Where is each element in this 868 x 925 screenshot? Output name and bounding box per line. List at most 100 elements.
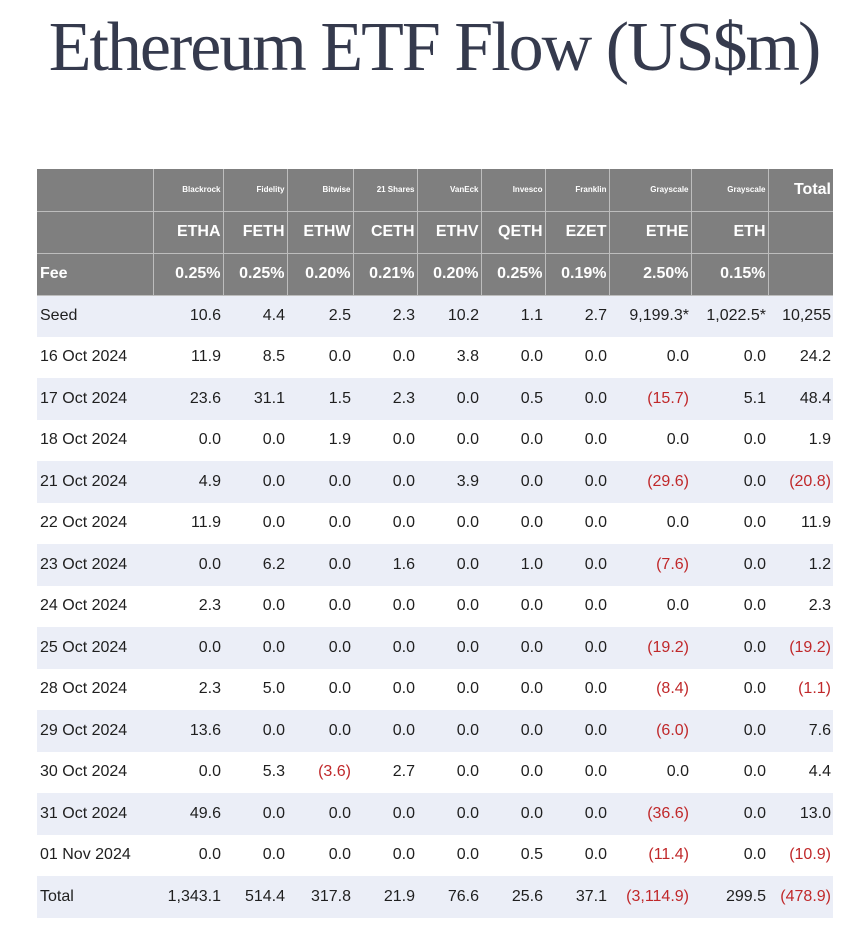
flow-cell: 0.0 bbox=[481, 793, 545, 835]
flow-cell: 0.0 bbox=[545, 544, 609, 586]
flow-cell: 0.0 bbox=[545, 834, 609, 876]
fee-value: 2.50% bbox=[609, 253, 692, 296]
flow-cell: 0.0 bbox=[223, 710, 287, 752]
flow-cell: (3,114.9) bbox=[609, 876, 691, 918]
flow-cell: 0.0 bbox=[287, 544, 353, 586]
flow-cell: 0.0 bbox=[223, 834, 287, 876]
flow-cell: 1.6 bbox=[353, 544, 417, 586]
flow-cell: 23.6 bbox=[153, 378, 223, 420]
flow-cell: 0.5 bbox=[481, 834, 545, 876]
row-date-label: 25 Oct 2024 bbox=[37, 627, 153, 669]
flow-cell: 0.0 bbox=[353, 710, 417, 752]
table-row: 22 Oct 2024 11.9 0.0 0.0 0.0 0.0 0.0 0.0 0.0 0.0 1… bbox=[37, 502, 833, 544]
flow-cell: (29.6) bbox=[609, 461, 691, 503]
flow-cell: 0.0 bbox=[417, 585, 481, 627]
row-total-cell: (10.9) bbox=[768, 834, 833, 876]
row-total-cell: 1.2 bbox=[768, 544, 833, 586]
table-row: 29 Oct 2024 13.6 0.0 0.0 0.0 0.0 0.0 0.0 (6.0) 0.… bbox=[37, 710, 833, 752]
row-total-cell: 10,255 bbox=[768, 295, 833, 337]
flow-cell: 0.0 bbox=[545, 627, 609, 669]
row-total-cell: 13.0 bbox=[768, 793, 833, 835]
flow-cell: 0.0 bbox=[353, 834, 417, 876]
table-row: 01 Nov 2024 0.0 0.0 0.0 0.0 0.0 0.5 0.0 (11.4) 0.… bbox=[37, 834, 833, 876]
flow-cell: 0.0 bbox=[481, 585, 545, 627]
fee-value: 0.19% bbox=[545, 253, 610, 296]
flow-cell: 0.0 bbox=[545, 502, 609, 544]
flow-cell: 1,022.5* bbox=[691, 295, 768, 337]
flow-cell: 0.5 bbox=[481, 378, 545, 420]
flow-cell: 1.0 bbox=[481, 544, 545, 586]
issuer-header: VanEck bbox=[417, 169, 482, 212]
flow-cell: (19.2) bbox=[609, 627, 691, 669]
flow-cell: 0.0 bbox=[287, 585, 353, 627]
flow-cell: 0.0 bbox=[417, 710, 481, 752]
fee-value: 0.25% bbox=[153, 253, 224, 296]
flow-cell: 0.0 bbox=[153, 627, 223, 669]
flow-cell: 0.0 bbox=[417, 793, 481, 835]
flow-cell: 0.0 bbox=[223, 585, 287, 627]
row-date-label: 01 Nov 2024 bbox=[37, 834, 153, 876]
ticker-header: EZET bbox=[545, 211, 610, 254]
row-total-cell: 7.6 bbox=[768, 710, 833, 752]
flow-cell: 0.0 bbox=[353, 336, 417, 378]
flow-cell: 0.0 bbox=[287, 336, 353, 378]
row-date-label: 23 Oct 2024 bbox=[37, 544, 153, 586]
table-row: 31 Oct 2024 49.6 0.0 0.0 0.0 0.0 0.0 0.0 (36.6) 0… bbox=[37, 793, 833, 835]
flow-cell: 11.9 bbox=[153, 336, 223, 378]
flow-cell: 0.0 bbox=[691, 710, 768, 752]
flow-cell: 0.0 bbox=[691, 793, 768, 835]
flow-cell: 0.0 bbox=[287, 668, 353, 710]
flow-cell: 10.2 bbox=[417, 295, 481, 337]
row-date-label: Seed bbox=[37, 295, 153, 337]
flow-cell: 0.0 bbox=[353, 793, 417, 835]
issuer-header-row: Blackrock Fidelity Bitwise 21 Shares Van… bbox=[37, 169, 833, 212]
row-total-cell: 1.9 bbox=[768, 419, 833, 461]
flow-cell: 514.4 bbox=[223, 876, 287, 918]
ticker-header: CETH bbox=[353, 211, 418, 254]
row-total-cell: (478.9) bbox=[768, 876, 833, 918]
flow-cell: 2.7 bbox=[353, 751, 417, 793]
flow-cell: 2.3 bbox=[153, 585, 223, 627]
flow-cell: 13.6 bbox=[153, 710, 223, 752]
flow-cell: 8.5 bbox=[223, 336, 287, 378]
flow-cell: 10.6 bbox=[153, 295, 223, 337]
flow-cell: 9,199.3* bbox=[609, 295, 691, 337]
flow-cell: 5.1 bbox=[691, 378, 768, 420]
flow-cell: 0.0 bbox=[353, 627, 417, 669]
flow-cell: 0.0 bbox=[287, 461, 353, 503]
ticker-corner-cell bbox=[37, 211, 154, 254]
flow-cell: 0.0 bbox=[353, 502, 417, 544]
flow-cell: 0.0 bbox=[417, 502, 481, 544]
flow-cell: 0.0 bbox=[223, 419, 287, 461]
fee-value: 0.21% bbox=[353, 253, 418, 296]
row-date-label: 17 Oct 2024 bbox=[37, 378, 153, 420]
ticker-header: ETHA bbox=[153, 211, 224, 254]
table-row: 21 Oct 2024 4.9 0.0 0.0 0.0 3.9 0.0 0.0 (29.6) 0.… bbox=[37, 461, 833, 503]
flow-cell: 0.0 bbox=[691, 585, 768, 627]
row-total-cell: (1.1) bbox=[768, 668, 833, 710]
row-total-cell: (19.2) bbox=[768, 627, 833, 669]
flow-cell: 0.0 bbox=[481, 710, 545, 752]
table-row: 28 Oct 2024 2.3 5.0 0.0 0.0 0.0 0.0 0.0 (8.4) 0.0… bbox=[37, 668, 833, 710]
table-row: 17 Oct 2024 23.6 31.1 1.5 2.3 0.0 0.5 0.0 (15.7)… bbox=[37, 378, 833, 420]
flow-cell: 0.0 bbox=[609, 419, 691, 461]
row-date-label: 31 Oct 2024 bbox=[37, 793, 153, 835]
flow-cell: 0.0 bbox=[287, 710, 353, 752]
flow-cell: 0.0 bbox=[287, 627, 353, 669]
flow-cell: 299.5 bbox=[691, 876, 768, 918]
row-date-label: 16 Oct 2024 bbox=[37, 336, 153, 378]
fee-header-row: Fee 0.25% 0.25% 0.20% 0.21% 0.20% 0.25% … bbox=[37, 253, 833, 296]
row-date-label: 18 Oct 2024 bbox=[37, 419, 153, 461]
flow-cell: 0.0 bbox=[153, 419, 223, 461]
flow-cell: 6.2 bbox=[223, 544, 287, 586]
flow-cell: 0.0 bbox=[545, 751, 609, 793]
flow-cell: 0.0 bbox=[153, 834, 223, 876]
flow-cell: 2.3 bbox=[353, 378, 417, 420]
issuer-header: Grayscale bbox=[691, 169, 769, 212]
table-body: Seed 10.6 4.4 2.5 2.3 10.2 1.1 2.7 9,199.3* 1,022… bbox=[37, 295, 833, 918]
flow-cell: 0.0 bbox=[353, 668, 417, 710]
flow-cell: 4.9 bbox=[153, 461, 223, 503]
flow-cell: 0.0 bbox=[481, 668, 545, 710]
flow-cell: 1.9 bbox=[287, 419, 353, 461]
flow-cell: 0.0 bbox=[545, 793, 609, 835]
